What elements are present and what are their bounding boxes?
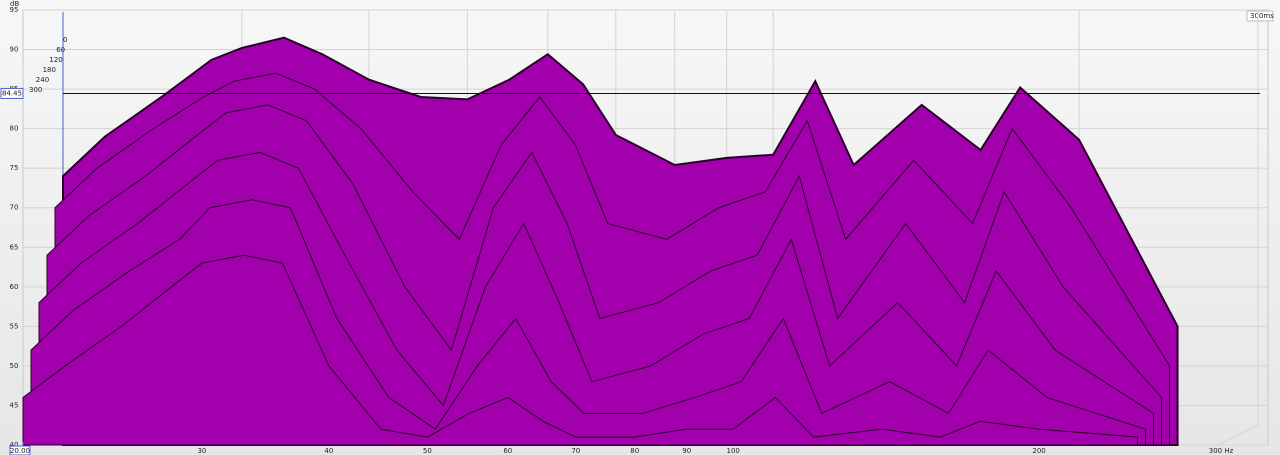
time-label: 180 <box>43 66 56 74</box>
x-tick-label: 40 <box>324 447 333 455</box>
x-tick-label: 80 <box>630 447 639 455</box>
y-tick-label: 60 <box>10 283 19 291</box>
y-tick-label: 95 <box>10 6 19 14</box>
x-tick-label: 70 <box>571 447 580 455</box>
x-tick-label: 100 <box>727 447 740 455</box>
x-tick-label: 90 <box>682 447 691 455</box>
grid-line <box>1217 424 1259 446</box>
cursor-box <box>9 445 31 455</box>
time-label: 120 <box>49 56 62 64</box>
time-label: 60 <box>56 46 65 54</box>
y-tick-label: 55 <box>10 322 19 330</box>
cursor-box <box>0 87 24 99</box>
x-tick-label: 200 <box>1032 447 1045 455</box>
y-tick-label: 65 <box>10 243 19 251</box>
time-label: 0 <box>63 36 67 44</box>
cursor-y-label: 84.45 <box>2 89 22 97</box>
x-tick-label: 30 <box>197 447 206 455</box>
time-end-box <box>1246 10 1274 22</box>
time-label: 300 <box>29 86 42 94</box>
y-axis-label: dB <box>10 0 19 8</box>
time-label: 240 <box>36 76 49 84</box>
time-end-label: 300ms <box>1250 12 1274 20</box>
waterfall-slice <box>22 254 1139 446</box>
x-tick-label: 60 <box>503 447 512 455</box>
y-tick-label: 45 <box>10 401 19 409</box>
y-tick-label: 70 <box>10 204 19 212</box>
x-tick-label: 50 <box>423 447 432 455</box>
y-tick-label: 75 <box>10 164 19 172</box>
x-tick-label: 300 Hz <box>1209 447 1234 455</box>
y-tick-label: 90 <box>10 46 19 54</box>
y-tick-label: 50 <box>10 362 19 370</box>
y-tick-label: 40 <box>10 441 19 449</box>
y-tick-label: 80 <box>10 125 19 133</box>
cursor-x-label: 20.00 <box>10 447 30 455</box>
